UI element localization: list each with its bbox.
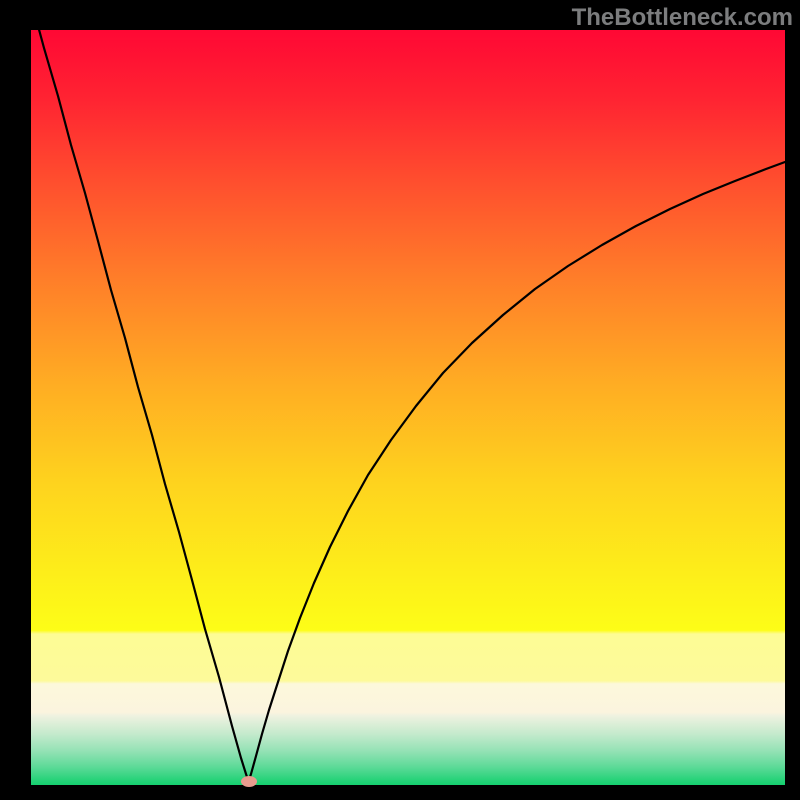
bottleneck-curve — [0, 0, 800, 800]
chart-container: TheBottleneck.com — [0, 0, 800, 800]
minimum-marker — [241, 776, 257, 787]
watermark-text: TheBottleneck.com — [572, 4, 793, 32]
